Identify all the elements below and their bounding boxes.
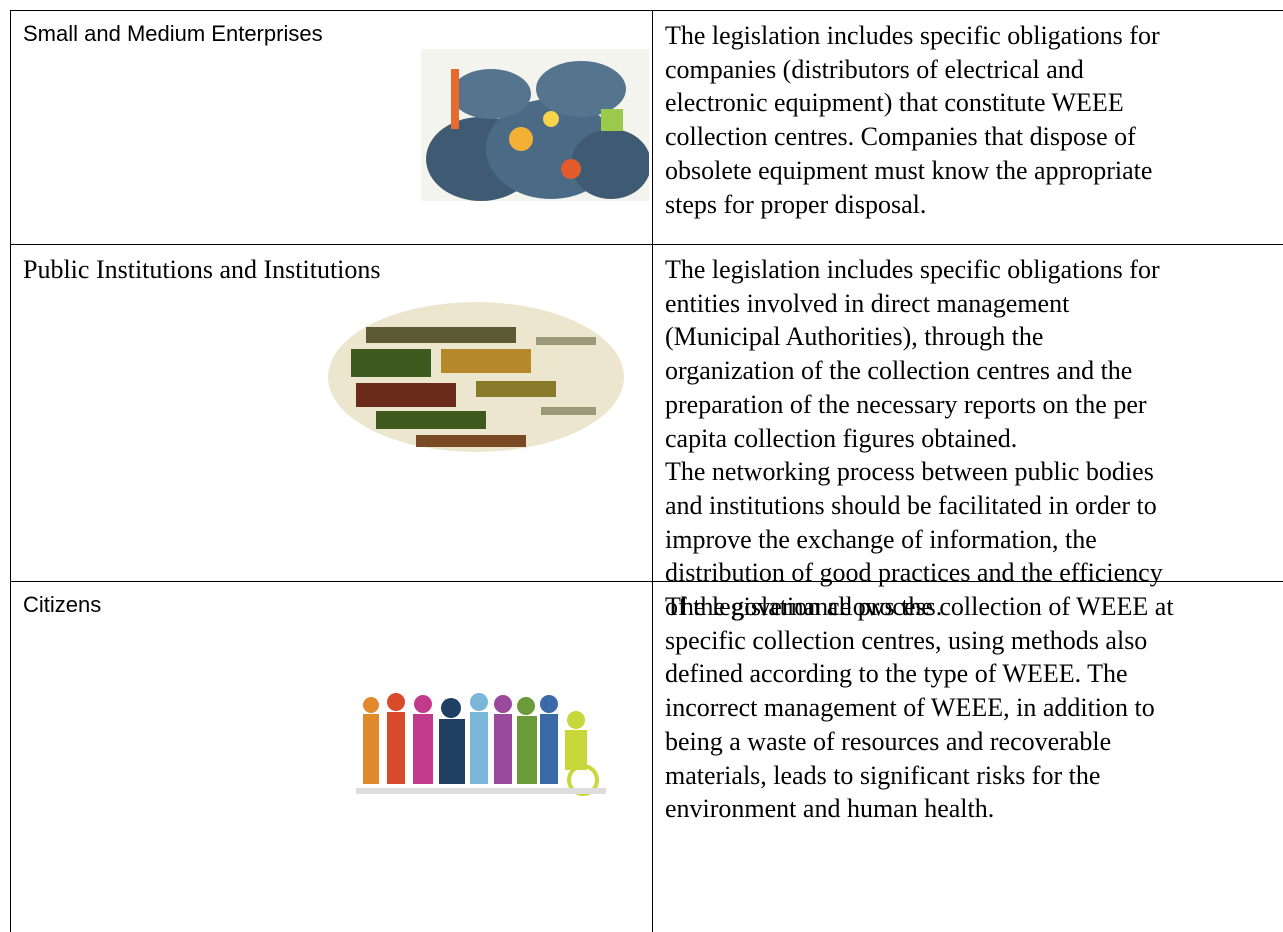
row-label: Public Institutions and Institutions [23,255,381,284]
text-line: The networking process between public bo… [665,457,1154,487]
row-label: Small and Medium Enterprises [23,21,323,46]
text-line: being a waste of resources and recoverab… [665,726,1112,756]
text-line: improve the exchange of information, the [665,524,1097,554]
description: The legislation includes specific obliga… [665,19,1160,221]
text-line: environment and human health. [665,794,995,824]
text-line: capita collection figures obtained. [665,423,1018,453]
text-line: specific collection centres, using metho… [665,625,1148,655]
enterprise-illustration [421,49,649,201]
text-line: steps for proper disposal. [665,189,927,219]
word-cloud-image [328,302,624,452]
label-cell: Small and Medium Enterprises [10,10,652,244]
text-line: (Municipal Authorities), through the [665,322,1044,352]
text-line: and institutions should be facilitated i… [665,490,1157,520]
text-line: entities involved in direct management [665,288,1070,318]
text-line: of the governance process. [665,592,943,622]
text-line: collection centres. Companies that dispo… [665,122,1136,152]
text-line: obsolete equipment must know the appropr… [665,155,1153,185]
text-line: companies (distributors of electrical an… [665,54,1084,84]
description-cell: The legislation includes specific obliga… [652,10,1283,244]
label-cell: Public Institutions and Institutions [10,244,652,581]
description: The legislation includes specific obliga… [665,253,1163,624]
row-label: Citizens [23,592,102,617]
text-line: The legislation includes specific obliga… [665,255,1160,284]
label-cell: Citizens [10,581,652,932]
description-cell: The legislation allows the collection of… [652,581,1283,932]
description-cell: The legislation includes specific obliga… [652,244,1283,621]
text-line: materials, leads to significant risks fo… [665,760,1101,790]
text-line: incorrect management of WEEE, in additio… [665,693,1155,723]
text-line: electronic equipment) that constitute WE… [665,88,1124,118]
text-line: preparation of the necessary reports on … [665,389,1147,419]
text-line: organization of the collection centres a… [665,356,1133,386]
description: The legislation allows the collection of… [665,590,1174,826]
text-line: defined according to the type of WEEE. T… [665,659,1128,689]
text-line: The legislation allows the collection of… [665,592,1174,621]
text-line: The legislation includes specific obliga… [665,21,1160,50]
citizens-image [356,693,606,796]
text-line: distribution of good practices and the e… [665,558,1163,588]
